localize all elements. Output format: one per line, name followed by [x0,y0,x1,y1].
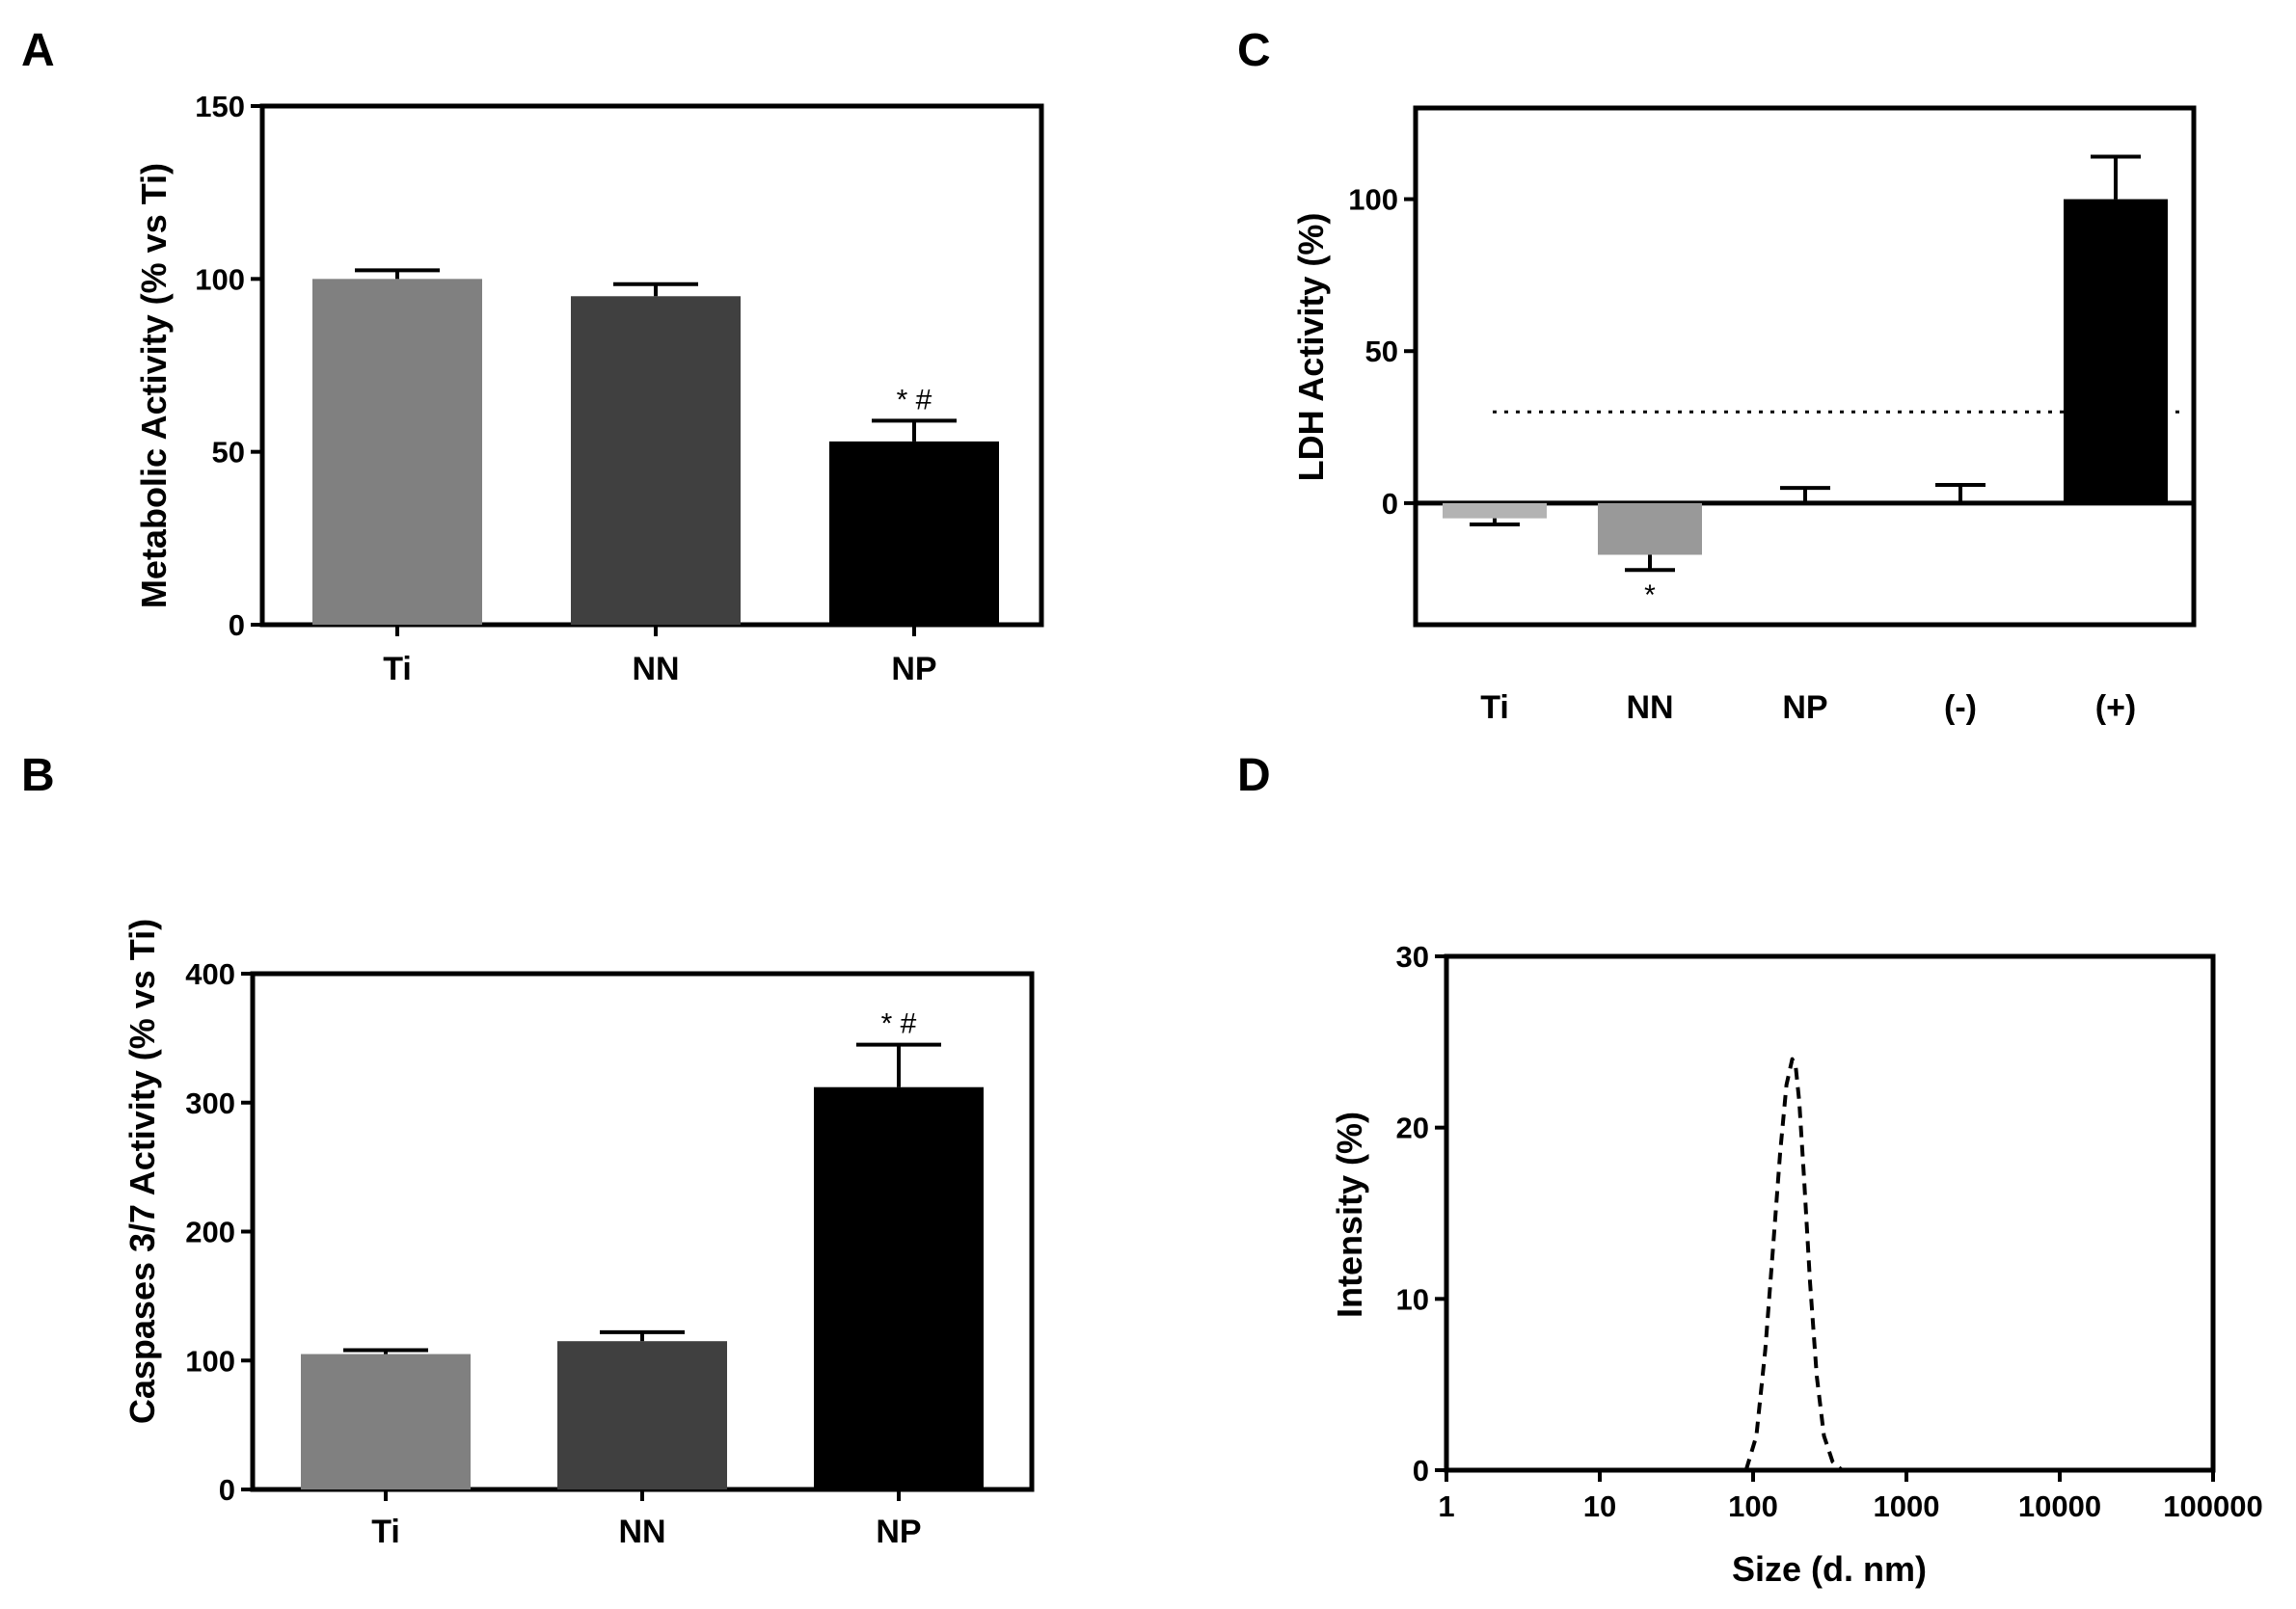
panel-a-category-label: NN [632,651,679,687]
panel-b-ylabel: Caspases 3/7 Activity (% vs Ti) [122,919,162,1424]
panel-d-plot-frame [1444,953,2216,1473]
panel-c-ytick-label: 100 [1348,183,1398,217]
panel-d-series-line [1743,1057,1844,1472]
panel-d-xtick-label: 10 [1583,1489,1616,1523]
panel-b-ytick-label: 200 [185,1216,235,1249]
panel-c-category-label: Ti [1480,689,1509,726]
panel-d: D Intensity (%) Size (d. nm) 0 10 20 30 1 10 1… [1237,750,2263,1589]
panel-b-significance-label: * # [881,1008,917,1040]
panel-b-category-label: NN [618,1514,665,1550]
panel-c-category-label: NP [1782,689,1827,726]
panel-d-xtick-label: 1000 [1874,1489,1940,1523]
panel-b-category-label: NP [876,1514,921,1550]
panel-c-category-label: NN [1626,689,1673,726]
panel-c-ytick-label: 0 [1382,487,1398,521]
panel-d-ytick-label: 30 [1396,940,1429,974]
panel-a-ytick-label: 0 [229,608,245,642]
panel-c-bar-ti [1443,502,1547,519]
panel-c-ylabel: LDH Activity (%) [1291,213,1331,482]
panel-c-plot-frame [1413,105,2197,628]
panel-d-ytick-label: 10 [1396,1282,1429,1316]
panel-c-category-label: (+) [2095,689,2137,726]
panel-c-significance-label: * [1644,579,1656,611]
panel-d-ylabel: Intensity (%) [1330,1112,1369,1318]
panel-c-ytick-label: 50 [1365,335,1398,368]
panel-b: B Caspases 3/7 Activity (% vs Ti) 0 100 20… [21,750,1035,1550]
panel-a-category-label: Ti [383,651,412,687]
panel-c-category-label: (-) [1944,689,1977,726]
panel-b-ytick-label: 100 [185,1344,235,1378]
panel-c: C LDH Activity (%) 0 50 100 Ti * NN NP (-) (+) [1237,25,2197,726]
panel-b-ytick-label: 0 [219,1473,235,1507]
panel-c-bar- [2064,199,2168,503]
panel-a-bar-np [829,441,999,625]
panel-b-ytick-label: 400 [185,957,235,991]
panel-d-xlabel: Size (d. nm) [1732,1549,1927,1589]
panel-a-category-label: NP [891,651,936,687]
panel-d-ytick-label: 20 [1396,1112,1429,1145]
panel-b-bar-ti [301,1354,471,1489]
panel-letter-a: A [21,25,55,76]
panel-d-xtick-label: 100 [1728,1489,1778,1523]
panel-a-ytick-label: 50 [212,436,245,469]
panel-a-bar-ti [312,279,482,625]
panel-d-ytick-label: 0 [1413,1454,1429,1488]
panel-d-xtick-label: 10000 [2018,1489,2101,1523]
panel-d-xtick-label: 100000 [2163,1489,2262,1523]
panel-b-ytick-label: 300 [185,1086,235,1120]
panel-d-xtick-label: 1 [1438,1489,1454,1523]
panel-b-bar-nn [557,1341,727,1489]
panel-a-bar-nn [571,296,741,625]
panel-a: A Metabolic Activity (% vs Ti) 0 50 100 150… [21,25,1044,687]
panel-c-bar-nn [1598,502,1702,555]
panel-a-significance-label: * # [897,384,932,416]
panel-a-ytick-label: 150 [195,90,245,123]
panel-b-bar-np [814,1086,984,1489]
panel-a-ylabel: Metabolic Activity (% vs Ti) [134,163,174,608]
panel-b-category-label: Ti [371,1514,400,1550]
panel-letter-c: C [1237,25,1271,76]
panel-letter-b: B [21,750,55,801]
panel-letter-d: D [1237,750,1271,801]
panel-a-ytick-label: 100 [195,262,245,296]
